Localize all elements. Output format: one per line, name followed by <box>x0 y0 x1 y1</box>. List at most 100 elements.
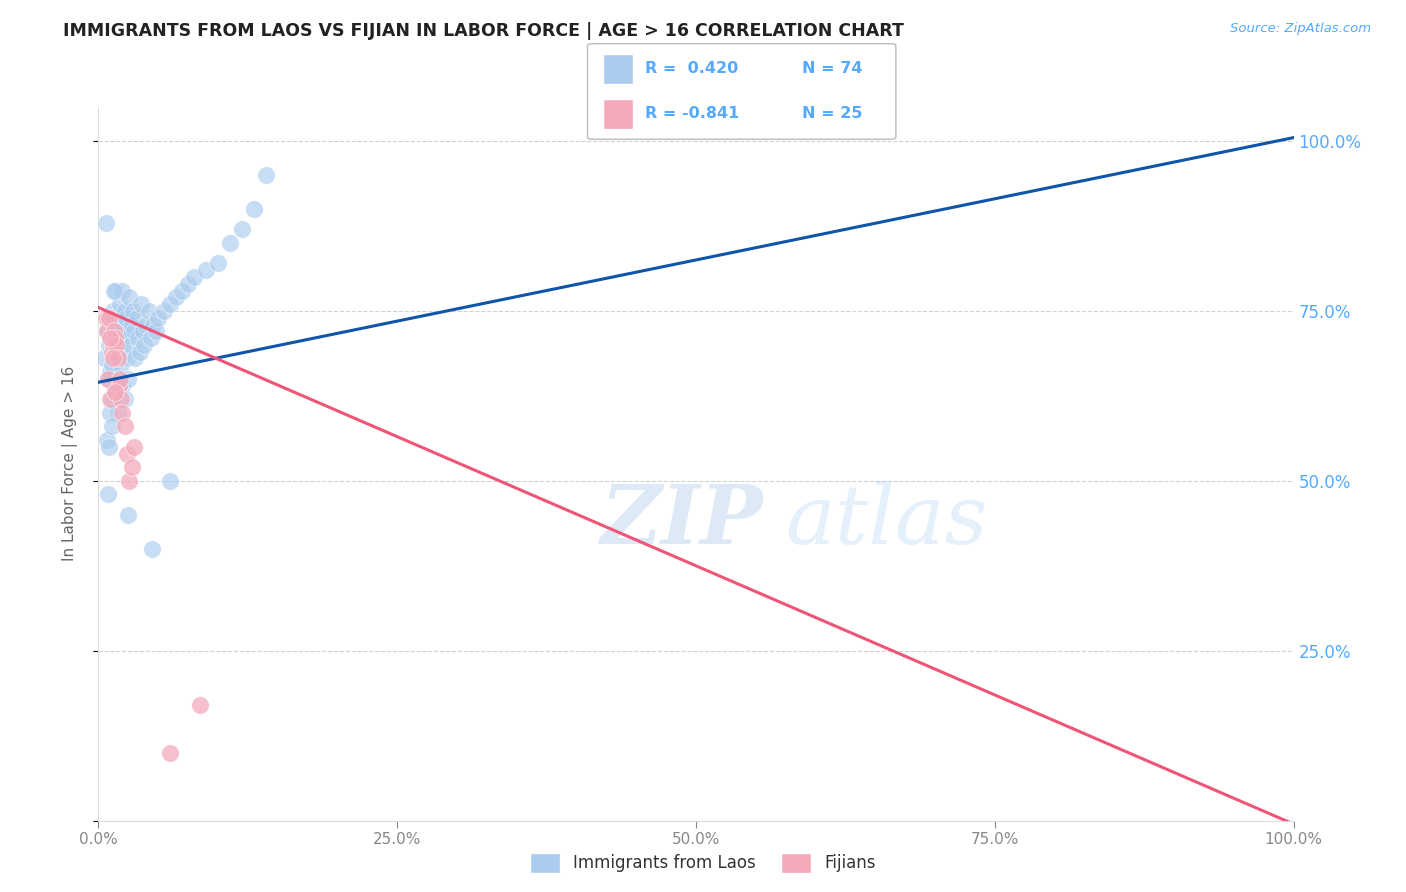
Point <box>195 263 218 277</box>
Point <box>103 378 125 392</box>
Point <box>101 318 124 332</box>
Point <box>98 331 122 345</box>
Point <box>114 392 136 407</box>
Point <box>124 324 146 338</box>
Point <box>207 256 229 270</box>
Point <box>103 331 125 345</box>
Point <box>131 297 153 311</box>
Text: N = 74: N = 74 <box>801 62 863 77</box>
Text: IMMIGRANTS FROM LAOS VS FIJIAN IN LABOR FORCE | AGE > 16 CORRELATION CHART: IMMIGRANTS FROM LAOS VS FIJIAN IN LABOR … <box>63 22 904 40</box>
Point <box>111 378 134 392</box>
Point <box>97 487 120 501</box>
Point <box>107 324 129 338</box>
Point <box>115 351 138 366</box>
Text: N = 25: N = 25 <box>801 106 863 121</box>
Point <box>96 324 118 338</box>
Point <box>98 392 122 407</box>
Point <box>98 365 122 379</box>
Point <box>219 235 242 250</box>
Point <box>104 331 127 345</box>
Point <box>153 304 176 318</box>
Point <box>107 351 129 366</box>
Point <box>111 284 134 298</box>
Point <box>104 310 127 325</box>
Point <box>93 351 115 366</box>
Point <box>103 284 125 298</box>
Point <box>100 359 122 373</box>
Point <box>107 406 129 420</box>
Point <box>98 310 122 325</box>
Point <box>231 222 253 236</box>
Text: Source: ZipAtlas.com: Source: ZipAtlas.com <box>1230 22 1371 36</box>
Point <box>117 372 139 386</box>
Point <box>105 284 128 298</box>
Point <box>107 372 129 386</box>
Point <box>159 474 181 488</box>
Point <box>118 290 141 304</box>
Point <box>127 331 149 345</box>
Text: R = -0.841: R = -0.841 <box>645 106 740 121</box>
Point <box>139 331 162 345</box>
Point <box>121 318 143 332</box>
Point <box>108 297 131 311</box>
Point <box>98 440 121 454</box>
Point <box>96 433 118 447</box>
Point <box>177 277 200 291</box>
Point <box>131 324 153 338</box>
Point <box>105 385 128 400</box>
Point <box>97 372 120 386</box>
Point <box>98 338 121 352</box>
Point <box>98 310 121 325</box>
Point <box>120 338 142 352</box>
Point <box>100 419 122 434</box>
Point <box>183 269 205 284</box>
Y-axis label: In Labor Force | Age > 16: In Labor Force | Age > 16 <box>62 367 77 561</box>
Point <box>101 304 124 318</box>
Point <box>145 324 167 338</box>
Point <box>104 344 127 359</box>
Point <box>98 406 122 420</box>
Text: ZIP: ZIP <box>600 481 763 561</box>
Point <box>125 310 148 325</box>
Point <box>94 216 117 230</box>
Point <box>97 372 120 386</box>
Point <box>148 310 170 325</box>
Point <box>124 351 146 366</box>
Point <box>110 359 132 373</box>
Point <box>159 297 181 311</box>
Point <box>172 284 194 298</box>
Point <box>114 304 136 318</box>
Point <box>112 344 135 359</box>
Point <box>101 338 124 352</box>
Legend: Immigrants from Laos, Fijians: Immigrants from Laos, Fijians <box>523 847 883 880</box>
Point <box>122 304 145 318</box>
Text: R =  0.420: R = 0.420 <box>645 62 738 77</box>
Point <box>159 746 181 760</box>
Point <box>129 344 152 359</box>
Point <box>243 202 266 216</box>
Point <box>115 324 138 338</box>
FancyBboxPatch shape <box>588 44 896 139</box>
Point <box>112 331 135 345</box>
Point <box>108 338 131 352</box>
Point <box>141 541 163 556</box>
Point <box>101 351 124 366</box>
Point <box>165 290 187 304</box>
Point <box>135 318 157 332</box>
Point <box>108 372 131 386</box>
Point <box>142 318 165 332</box>
Point <box>107 378 129 392</box>
Point <box>254 168 277 182</box>
Point <box>188 698 211 712</box>
Point <box>117 508 139 522</box>
Point <box>110 318 132 332</box>
Point <box>96 324 118 338</box>
Point <box>104 385 127 400</box>
Point <box>111 406 134 420</box>
Point <box>105 338 128 352</box>
Bar <box>603 54 633 84</box>
Bar <box>603 99 633 129</box>
Point <box>115 310 138 325</box>
Point <box>103 324 125 338</box>
Text: atlas: atlas <box>786 481 988 561</box>
